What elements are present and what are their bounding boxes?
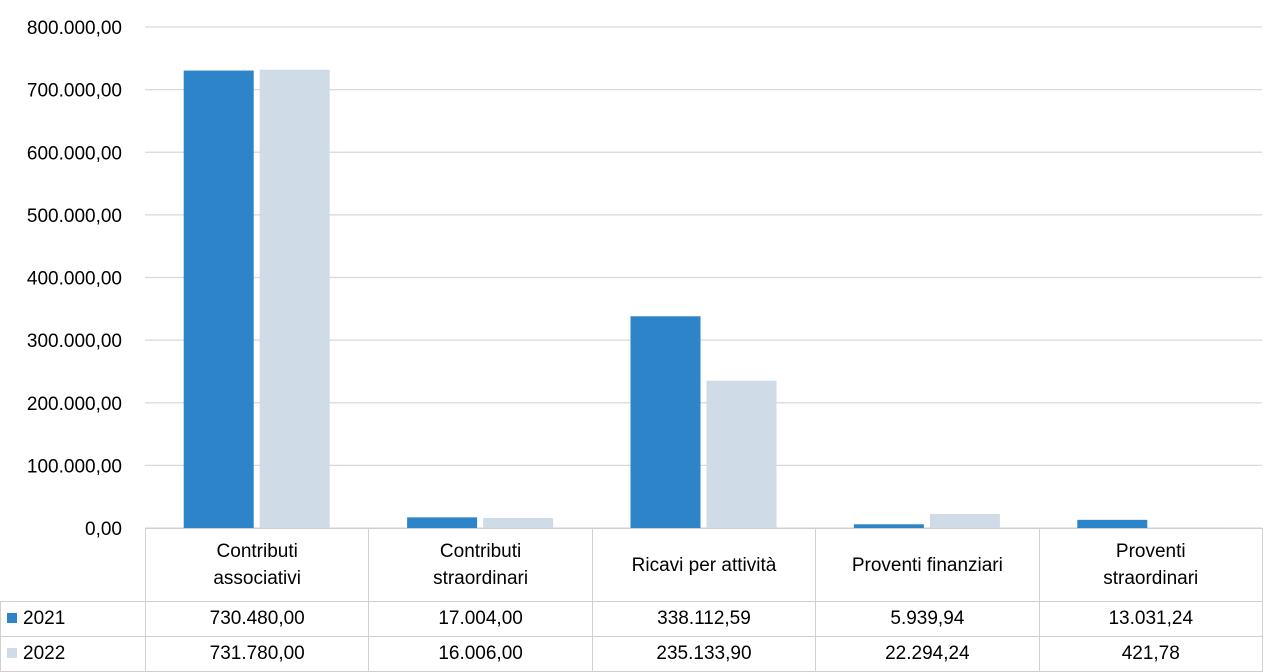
y-tick-label: 500.000,00 — [27, 206, 122, 227]
category-label: Ricavi per attività — [592, 529, 815, 602]
y-tick-label: 800.000,00 — [27, 18, 122, 39]
table-corner — [1, 529, 146, 602]
bar-2022-0 — [260, 70, 330, 528]
category-label-line: Contributi — [217, 541, 298, 562]
category-label-line: Ricavi per attività — [632, 555, 777, 576]
value-cell: 22.294,24 — [816, 637, 1039, 672]
value-cell: 338.112,59 — [592, 602, 815, 637]
bar-2021-0 — [184, 71, 254, 528]
y-tick-label: 200.000,00 — [27, 394, 122, 415]
category-label: Contributi associativi — [146, 529, 369, 602]
bar-2022-3 — [930, 514, 1000, 528]
category-label-line: Contributi — [440, 541, 521, 562]
category-label: Proventi finanziari — [816, 529, 1039, 602]
bars — [184, 70, 1224, 528]
y-tick-label: 400.000,00 — [27, 269, 122, 290]
value-cell: 731.780,00 — [146, 637, 369, 672]
bar-2021-2 — [631, 316, 701, 528]
value-cell: 5.939,94 — [816, 602, 1039, 637]
bar-2021-1 — [407, 517, 477, 528]
category-label-line: associativi — [213, 568, 301, 589]
value-cell: 235.133,90 — [592, 637, 815, 672]
value-cell: 17.004,00 — [369, 602, 592, 637]
category-label-line: Proventi finanziari — [852, 555, 1003, 576]
value-cell: 13.031,24 — [1039, 602, 1262, 637]
bar-2021-4 — [1077, 520, 1147, 528]
legend-entry: 2022 — [1, 637, 146, 672]
y-tick-label: 300.000,00 — [27, 331, 122, 352]
category-label: Proventi straordinari — [1039, 529, 1262, 602]
data-table: Contributi associativi Contributi straordin… — [0, 528, 1263, 672]
y-tick-label: 700.000,00 — [27, 81, 122, 102]
category-label-line: Proventi — [1116, 541, 1186, 562]
y-tick-label: 600.000,00 — [27, 143, 122, 164]
category-label-line: straordinari — [1103, 568, 1198, 589]
category-label: Contributi straordinari — [369, 529, 592, 602]
value-cell: 16.006,00 — [369, 637, 592, 672]
series-name: 2021 — [23, 608, 65, 629]
legend-swatch — [7, 648, 17, 658]
y-tick-label: 100.000,00 — [27, 456, 122, 477]
legend-entry: 2021 — [1, 602, 146, 637]
y-axis-tick-labels: 0,00100.000,00200.000,00300.000,00400.00… — [27, 18, 122, 540]
category-label-line: straordinari — [433, 568, 528, 589]
value-cell: 421,78 — [1039, 637, 1262, 672]
value-cell: 730.480,00 — [146, 602, 369, 637]
legend-swatch — [7, 613, 17, 623]
category-header-row: Contributi associativi Contributi straordin… — [1, 529, 1263, 602]
bar-2022-1 — [483, 518, 553, 528]
bar-2022-2 — [707, 381, 777, 528]
series-name: 2022 — [23, 643, 65, 664]
